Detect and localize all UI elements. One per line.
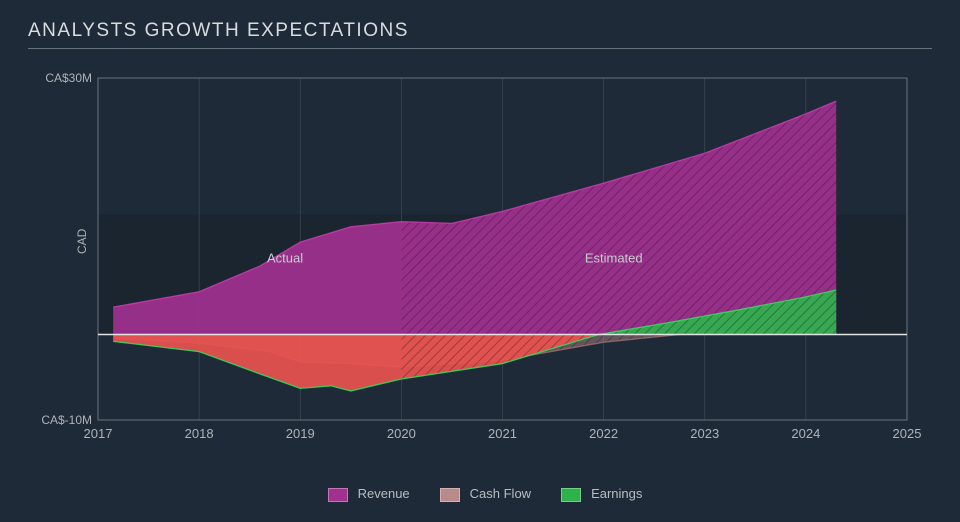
x-tick: 2019 <box>286 426 315 441</box>
x-tick: 2018 <box>185 426 214 441</box>
legend: Revenue Cash Flow Earnings <box>28 486 932 502</box>
legend-swatch <box>561 488 581 502</box>
plot-area: CA$30MCA$-10M201720182019202020212022202… <box>98 78 907 420</box>
legend-item: Revenue <box>318 486 410 502</box>
x-tick: 2021 <box>488 426 517 441</box>
x-tick: 2022 <box>589 426 618 441</box>
x-tick: 2017 <box>84 426 113 441</box>
plot-wrap: CAD CA$30MCA$-10M20172018201920202021202… <box>73 78 932 438</box>
legend-swatch <box>440 488 460 502</box>
x-tick: 2025 <box>893 426 922 441</box>
chart-svg <box>98 78 907 420</box>
chart-title: ANALYSTS GROWTH EXPECTATIONS <box>28 20 932 42</box>
y-axis-label: CAD <box>75 229 89 254</box>
legend-item: Earnings <box>551 486 642 502</box>
y-tick: CA$30M <box>45 71 92 85</box>
legend-item: Cash Flow <box>430 486 531 502</box>
annotation: Estimated <box>585 250 643 265</box>
y-tick: CA$-10M <box>41 413 92 427</box>
x-tick: 2024 <box>791 426 820 441</box>
x-tick: 2020 <box>387 426 416 441</box>
chart-frame: ANALYSTS GROWTH EXPECTATIONS CAD CA$30MC… <box>28 20 932 502</box>
legend-swatch <box>328 488 348 502</box>
annotation: Actual <box>267 250 303 265</box>
x-tick: 2023 <box>690 426 719 441</box>
title-rule <box>28 48 932 49</box>
